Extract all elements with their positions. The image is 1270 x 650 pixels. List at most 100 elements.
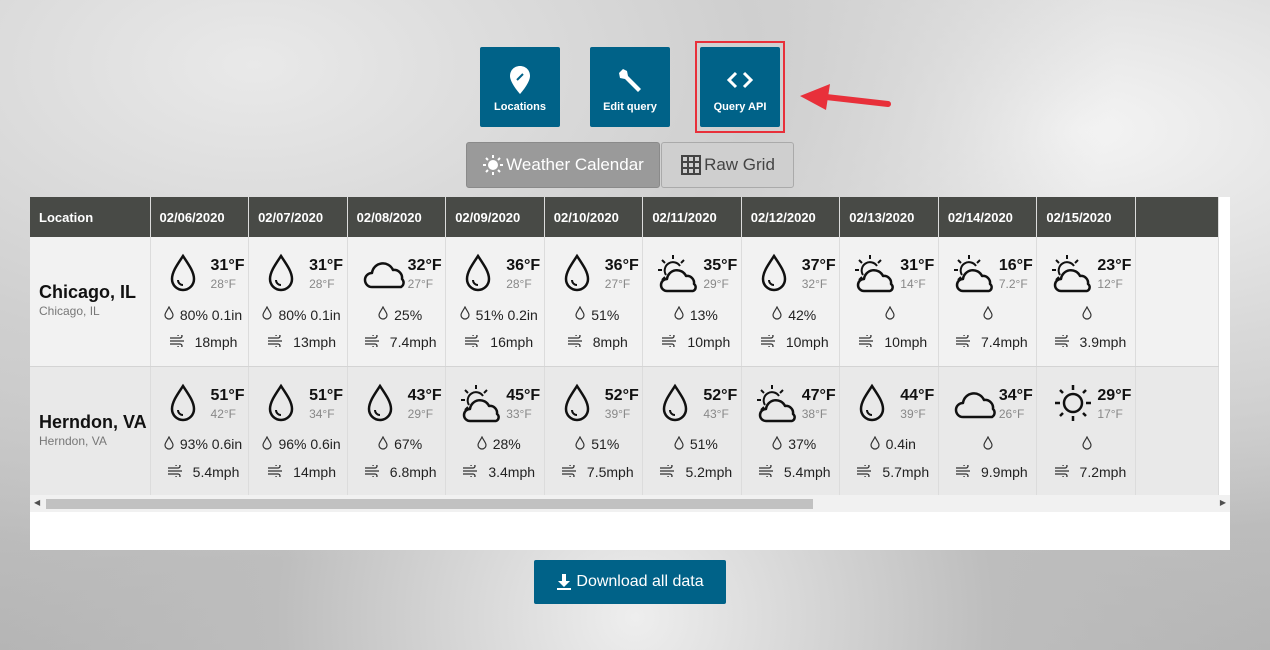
precip-drop-icon (1082, 435, 1092, 453)
day-cell[interactable]: 51°F 34°F 96% 0.6in 14mph (248, 366, 348, 495)
day-cell[interactable]: 35°F 29°F 13% 10mph (642, 237, 742, 367)
precip-value: 51% (591, 306, 620, 323)
date-column-header: 02/08/2020 (347, 197, 447, 237)
high-temp: 47°F (801, 386, 836, 404)
scrollbar-thumb[interactable] (46, 499, 813, 509)
low-temp: 29°F (407, 406, 434, 421)
wind-speed: 8mph (592, 334, 628, 350)
grid-icon (681, 155, 702, 175)
day-cell[interactable]: 31°F 28°F 80% 0.1in 18mph (150, 237, 250, 367)
rain-icon (559, 383, 595, 428)
precip-drop-icon (378, 435, 388, 453)
wind-icon (955, 462, 971, 480)
wind-speed: 9.9mph (980, 463, 1028, 480)
wind-speed: 5.4mph (192, 463, 240, 480)
precipitation: 96% 0.6in (249, 435, 354, 453)
precip-value: 51% (591, 436, 620, 452)
date-column-header: 02/12/2020 (741, 197, 841, 237)
wind-icon (567, 333, 583, 350)
day-cell[interactable]: 47°F 38°F 37% 5.4mph (741, 366, 841, 495)
horizontal-scrollbar[interactable]: ◀ ▶ (30, 495, 1230, 512)
wind: 10mph (643, 333, 748, 350)
day-cell[interactable]: 29°F 17°F 7.2mph (1036, 366, 1136, 495)
day-cell[interactable]: 16°F 7.2°F 7.4mph (938, 237, 1038, 367)
low-temp: 42°F (210, 406, 236, 421)
precip-drop-icon (772, 305, 782, 323)
wind: 8mph (545, 333, 650, 350)
date-column-header: 02/07/2020 (248, 197, 348, 237)
code-icon (726, 71, 754, 89)
wind-speed: 10mph (687, 334, 731, 350)
day-cell[interactable]: 32°F 27°F 25% 7.4mph (347, 237, 447, 367)
day-cell[interactable]: 52°F 39°F 51% 7.5mph (544, 366, 644, 495)
map-pin-icon (510, 66, 530, 94)
wind: 3.9mph (1037, 333, 1142, 350)
location-name: Chicago, IL (39, 282, 137, 302)
query-api-button[interactable]: Query API (700, 47, 780, 127)
high-temp: 35°F (703, 257, 738, 274)
day-cell[interactable]: 43°F 29°F 67% 6.8mph (347, 366, 447, 495)
high-temp: 31°F (210, 257, 245, 274)
precipitation (939, 305, 1044, 323)
day-cell-partial (1135, 366, 1219, 495)
partly-cloudy-icon (756, 383, 802, 428)
day-cell[interactable]: 37°F 32°F 42% 10mph (741, 237, 841, 367)
date-column-header: 02/15/2020 (1036, 197, 1136, 237)
low-temp: 27°F (604, 277, 631, 291)
day-cell[interactable]: 44°F 39°F 0.4in 5.7mph (839, 366, 939, 495)
rain-icon (263, 253, 299, 298)
wind-icon (364, 333, 380, 350)
wind-speed: 7.4mph (980, 334, 1028, 350)
wind: 5.4mph (742, 462, 847, 480)
query-api-label: Query API (713, 101, 767, 113)
location-column-header: Location (30, 197, 151, 237)
tab-weather-calendar-label: Weather Calendar (506, 155, 644, 174)
tab-weather-calendar[interactable]: Weather Calendar (466, 142, 660, 188)
scroll-left-icon[interactable]: ◀ (34, 498, 41, 507)
wind-speed: 5.4mph (783, 463, 831, 480)
wind-icon (364, 462, 380, 480)
day-cell[interactable]: 36°F 28°F 51% 0.2in 16mph (445, 237, 545, 367)
day-cell[interactable]: 23°F 12°F 3.9mph (1036, 237, 1136, 367)
edit-query-button[interactable]: Edit query (590, 47, 670, 127)
day-cell[interactable]: 31°F 28°F 80% 0.1in 13mph (248, 237, 348, 367)
wind-icon (758, 462, 774, 480)
precipitation: 93% 0.6in (151, 435, 256, 453)
low-temp: 39°F (604, 406, 631, 421)
precip-drop-icon (378, 305, 388, 323)
day-cell[interactable]: 34°F 26°F 9.9mph (938, 366, 1038, 495)
precip-drop-icon (575, 435, 585, 453)
locations-button[interactable]: Locations (480, 47, 560, 127)
low-temp: 28°F (210, 277, 236, 291)
rain-icon (165, 383, 201, 428)
precip-value: 67% (394, 436, 423, 452)
high-temp: 52°F (604, 386, 639, 404)
location-name: Herndon, VA (39, 411, 147, 432)
scroll-right-icon[interactable]: ▶ (1219, 498, 1226, 507)
wind: 10mph (840, 333, 945, 350)
location-cell: Herndon, VA Herndon, VA (30, 366, 151, 495)
precip-value: 51% (689, 436, 718, 452)
low-temp: 28°F (309, 277, 335, 291)
precip-value: 37% (788, 436, 817, 452)
location-cell: Chicago, IL Chicago, IL (30, 237, 151, 367)
precip-drop-icon (262, 305, 273, 323)
day-cell[interactable]: 31°F 14°F 10mph (839, 237, 939, 367)
low-temp: 38°F (801, 406, 828, 421)
highlight-box (695, 41, 785, 133)
wind-speed: 6.8mph (389, 463, 437, 480)
day-cell[interactable]: 45°F 33°F 28% 3.4mph (445, 366, 545, 495)
partly-cloudy-icon (460, 383, 506, 428)
day-cell[interactable]: 52°F 43°F 51% 5.2mph (642, 366, 742, 495)
precip-value: 80% 0.1in (278, 306, 341, 323)
wind-speed: 14mph (293, 463, 336, 480)
low-temp: 33°F (506, 406, 532, 421)
day-cell[interactable]: 51°F 42°F 93% 0.6in 5.4mph (150, 366, 250, 495)
day-cell[interactable]: 36°F 27°F 51% 8mph (544, 237, 644, 367)
rain-icon (756, 253, 792, 298)
high-temp: 31°F (900, 257, 935, 274)
precip-drop-icon (869, 435, 880, 453)
tab-raw-grid[interactable]: Raw Grid (661, 142, 794, 188)
partly-cloudy-icon (657, 253, 703, 298)
download-all-data-button[interactable]: Download all data (534, 560, 726, 604)
